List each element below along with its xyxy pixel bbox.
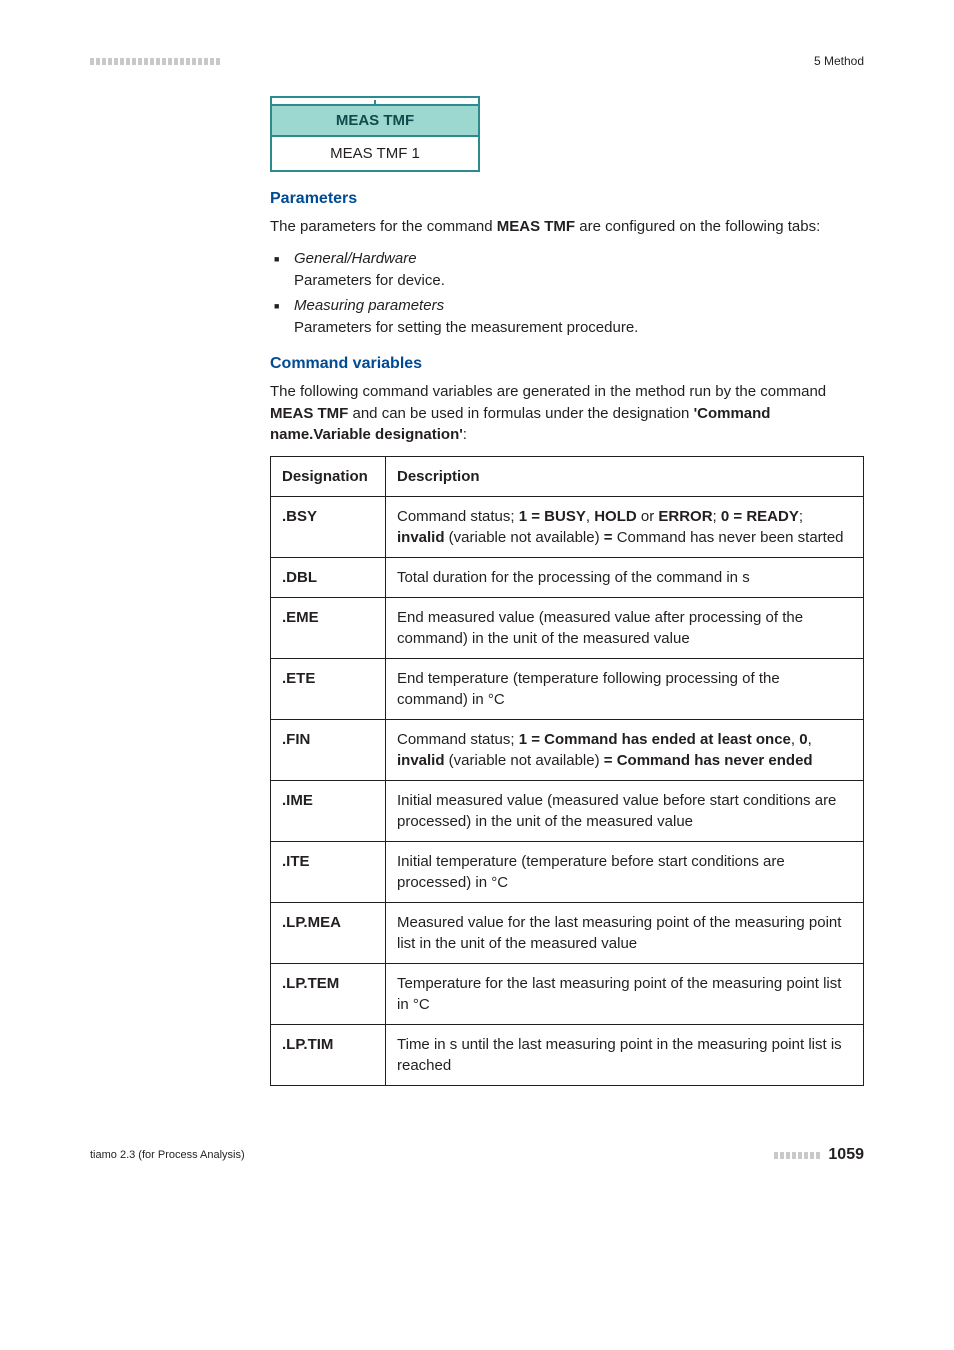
designation-cell: .EME (271, 598, 386, 659)
footer-left-text: tiamo 2.3 (for Process Analysis) (90, 1149, 245, 1161)
description-cell: End temperature (temperature following p… (386, 659, 864, 720)
table-row: .ITEInitial temperature (temperature bef… (271, 842, 864, 903)
table-row: .LP.TIMTime in s until the last measurin… (271, 1025, 864, 1086)
designation-cell: .LP.MEA (271, 903, 386, 964)
description-cell: Command status; 1 = Command has ended at… (386, 720, 864, 781)
description-cell: Initial measured value (measured value b… (386, 781, 864, 842)
command-variables-table: Designation Description .BSYCommand stat… (270, 456, 864, 1086)
command-figure: MEAS TMF MEAS TMF 1 (270, 96, 480, 172)
designation-cell: .FIN (271, 720, 386, 781)
parameters-heading: Parameters (270, 190, 864, 208)
description-cell: Time in s until the last measuring point… (386, 1025, 864, 1086)
table-row: .EMEEnd measured value (measured value a… (271, 598, 864, 659)
designation-cell: .ITE (271, 842, 386, 903)
parameters-list: General/HardwareParameters for device.Me… (270, 248, 864, 339)
header-ticks (90, 58, 220, 65)
table-header-designation: Designation (271, 457, 386, 497)
description-cell: Total duration for the processing of the… (386, 558, 864, 598)
table-row: .DBLTotal duration for the processing of… (271, 558, 864, 598)
description-cell: Initial temperature (temperature before … (386, 842, 864, 903)
command-variables-intro: The following command variables are gene… (270, 381, 864, 446)
description-cell: Temperature for the last measuring point… (386, 964, 864, 1025)
page-number: 1059 (828, 1146, 864, 1164)
table-row: .LP.MEAMeasured value for the last measu… (271, 903, 864, 964)
designation-cell: .LP.TIM (271, 1025, 386, 1086)
parameters-intro: The parameters for the command MEAS TMF … (270, 216, 864, 238)
command-variables-heading: Command variables (270, 355, 864, 373)
table-row: .ETEEnd temperature (temperature followi… (271, 659, 864, 720)
designation-cell: .LP.TEM (271, 964, 386, 1025)
table-row: .IMEInitial measured value (measured val… (271, 781, 864, 842)
table-row: .BSYCommand status; 1 = BUSY, HOLD or ER… (271, 497, 864, 558)
table-row: .LP.TEMTemperature for the last measurin… (271, 964, 864, 1025)
table-row: .FINCommand status; 1 = Command has ende… (271, 720, 864, 781)
description-cell: Measured value for the last measuring po… (386, 903, 864, 964)
figure-body: MEAS TMF 1 (272, 137, 478, 170)
table-header-description: Description (386, 457, 864, 497)
designation-cell: .ETE (271, 659, 386, 720)
description-cell: End measured value (measured value after… (386, 598, 864, 659)
description-cell: Command status; 1 = BUSY, HOLD or ERROR;… (386, 497, 864, 558)
designation-cell: .BSY (271, 497, 386, 558)
designation-cell: .IME (271, 781, 386, 842)
designation-cell: .DBL (271, 558, 386, 598)
figure-title: MEAS TMF (272, 106, 478, 137)
parameters-list-item: Measuring parametersParameters for setti… (274, 295, 864, 339)
parameters-list-item: General/HardwareParameters for device. (274, 248, 864, 292)
footer-ticks (774, 1152, 820, 1159)
header-section-label: 5 Method (814, 54, 864, 68)
